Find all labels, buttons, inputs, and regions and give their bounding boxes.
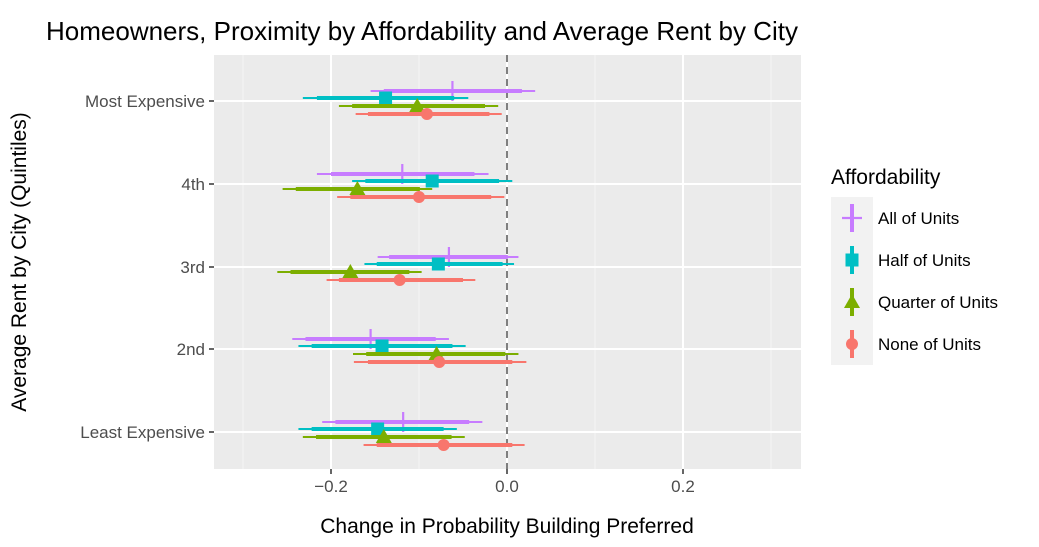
legend-item: All of Units	[831, 197, 959, 239]
estimate-point	[437, 439, 450, 451]
estimate-point	[379, 91, 393, 105]
legend-key-icon	[842, 208, 862, 228]
y-tick-label: Most Expensive	[85, 92, 205, 111]
y-axis: Most Expensive 4th 3rd 2nd Least Expensive	[80, 92, 214, 442]
series-quarter-of-units	[277, 98, 519, 443]
legend-label: Half of Units	[878, 251, 971, 270]
y-tick-label: 4th	[181, 175, 205, 194]
legend-key-icon	[844, 294, 860, 308]
x-tick-label: 0.2	[671, 477, 695, 496]
legend-label: Quarter of Units	[878, 293, 998, 312]
estimate-point	[393, 274, 406, 286]
legend-key-icon	[846, 338, 858, 350]
legend: Affordability All of Units Half of Units Q…	[831, 166, 998, 365]
y-tick-label: Least Expensive	[80, 423, 205, 442]
legend-title: Affordability	[831, 166, 941, 189]
x-axis: −0.2 0.0 0.2	[314, 469, 695, 496]
estimate-point	[409, 98, 426, 112]
data-marks	[277, 81, 536, 451]
legend-label: None of Units	[878, 335, 981, 354]
estimate-point	[371, 422, 385, 436]
legend-label: All of Units	[878, 209, 959, 228]
estimate-point	[375, 429, 392, 443]
y-axis-title: Average Rent by City (Quintiles)	[8, 112, 31, 412]
estimate-point	[431, 257, 445, 271]
chart-title: Homeowners, Proximity by Affordability a…	[46, 16, 798, 46]
estimate-point	[349, 181, 366, 195]
y-tick-label: 2nd	[177, 340, 205, 359]
legend-item: None of Units	[831, 323, 981, 365]
estimate-point	[413, 191, 425, 203]
estimate-point	[375, 339, 389, 353]
estimate-point	[425, 174, 439, 188]
series-none-of-units	[326, 108, 527, 451]
series-half-of-units	[298, 91, 515, 436]
legend-item: Quarter of Units	[831, 281, 998, 323]
x-tick-label: 0.0	[495, 477, 519, 496]
series-all-of-units	[292, 81, 536, 432]
estimate-point	[342, 264, 359, 278]
legend-key-icon	[845, 253, 859, 267]
x-axis-title: Change in Probability Building Preferred	[320, 515, 694, 538]
legend-item: Half of Units	[831, 239, 971, 281]
estimate-point	[420, 108, 433, 120]
estimate-point	[433, 356, 446, 368]
x-tick-label: −0.2	[314, 477, 348, 496]
y-tick-label: 3rd	[180, 258, 205, 277]
